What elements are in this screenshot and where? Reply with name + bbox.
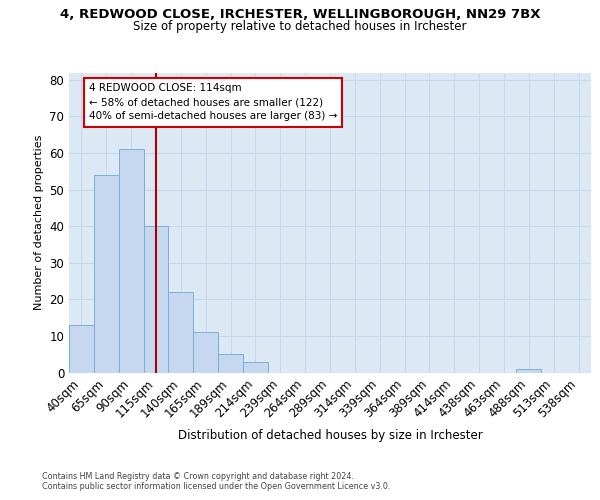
Bar xyxy=(143,226,169,372)
Y-axis label: Number of detached properties: Number of detached properties xyxy=(34,135,44,310)
Bar xyxy=(517,369,541,372)
X-axis label: Distribution of detached houses by size in Irchester: Distribution of detached houses by size … xyxy=(178,428,482,442)
Text: 4, REDWOOD CLOSE, IRCHESTER, WELLINGBOROUGH, NN29 7BX: 4, REDWOOD CLOSE, IRCHESTER, WELLINGBORO… xyxy=(60,8,540,20)
Bar xyxy=(169,292,193,372)
Text: 4 REDWOOD CLOSE: 114sqm
← 58% of detached houses are smaller (122)
40% of semi-d: 4 REDWOOD CLOSE: 114sqm ← 58% of detache… xyxy=(89,84,337,122)
Text: Contains HM Land Registry data © Crown copyright and database right 2024.: Contains HM Land Registry data © Crown c… xyxy=(42,472,354,481)
Text: Size of property relative to detached houses in Irchester: Size of property relative to detached ho… xyxy=(133,20,467,33)
Bar xyxy=(193,332,218,372)
Bar xyxy=(119,150,143,372)
Bar xyxy=(243,362,268,372)
Text: Contains public sector information licensed under the Open Government Licence v3: Contains public sector information licen… xyxy=(42,482,391,491)
Bar xyxy=(69,325,94,372)
Bar xyxy=(94,175,119,372)
Bar xyxy=(218,354,243,372)
